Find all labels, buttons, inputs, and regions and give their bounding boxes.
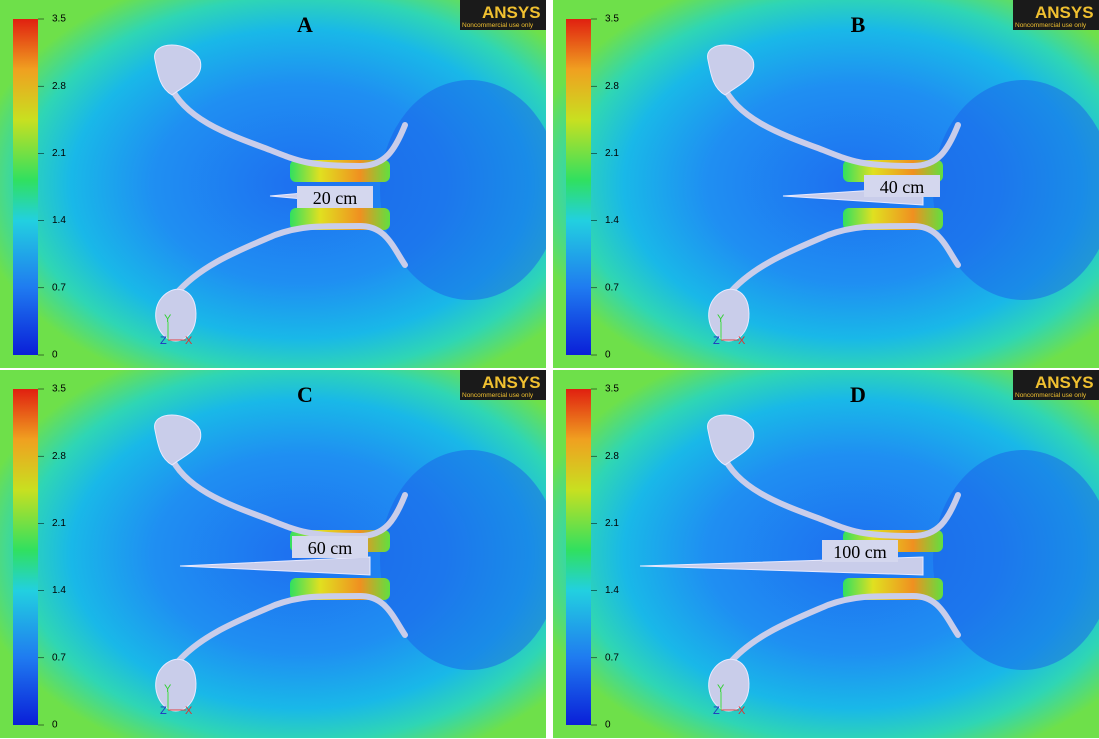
logo-brand: ANSYS <box>482 3 541 22</box>
colorbar-tick-label: 2.1 <box>52 148 66 159</box>
length-label: 20 cm <box>313 188 358 208</box>
logo-note: Noncommercial use only <box>1015 392 1087 399</box>
logo-note: Noncommercial use only <box>462 22 534 29</box>
colorbar-tick-label: 2.8 <box>605 81 619 92</box>
colorbar-tick-label: 3.5 <box>52 14 66 25</box>
colorbar <box>566 389 591 725</box>
panel: 20 cm A 0 0.7 1.4 2.1 2.8 3.5 ANSYSNoncommercial… <box>0 0 560 368</box>
logo-note: Noncommercial use only <box>1015 22 1087 29</box>
colorbar <box>13 19 38 355</box>
triad-z: Z <box>160 335 167 347</box>
colorbar-tick-label: 3.5 <box>52 384 66 395</box>
length-label: 60 cm <box>308 538 353 558</box>
triad-x: X <box>738 705 746 717</box>
triad-z: Z <box>160 705 167 717</box>
panel-label: D <box>850 382 866 407</box>
colorbar-tick-label: 0.7 <box>605 282 619 293</box>
colorbar-tick-label: 1.4 <box>605 585 619 596</box>
colorbar-tick-label: 2.8 <box>52 451 66 462</box>
logo-brand: ANSYS <box>1035 3 1094 22</box>
lip-lower <box>709 289 749 341</box>
triad-y: Y <box>717 683 725 695</box>
triad-x: X <box>738 335 746 347</box>
colorbar <box>13 389 38 725</box>
colorbar-tick-label: 0.7 <box>52 282 66 293</box>
lip-lower <box>156 289 196 341</box>
panel-label: B <box>851 12 866 37</box>
triad-x: X <box>185 335 193 347</box>
colorbar-tick-label: 1.4 <box>52 215 66 226</box>
colorbar-tick-label: 0 <box>52 720 58 731</box>
colorbar-tick-label: 2.1 <box>52 518 66 529</box>
panel-label: C <box>297 382 313 407</box>
colorbar-tick-label: 0.7 <box>52 652 66 663</box>
colorbar-tick-label: 3.5 <box>605 14 619 25</box>
panel-label: A <box>297 12 313 37</box>
colorbar-tick-label: 2.1 <box>605 518 619 529</box>
colorbar-tick-label: 0 <box>605 350 611 361</box>
logo-brand: ANSYS <box>1035 373 1094 392</box>
panel: 100 cm D 0 0.7 1.4 2.1 2.8 3.5 ANSYSNoncommercia… <box>553 370 1099 738</box>
colorbar-tick-label: 2.1 <box>605 148 619 159</box>
colorbar-tick-label: 0 <box>605 720 611 731</box>
triad-x: X <box>185 705 193 717</box>
colorbar-tick-label: 0 <box>52 350 58 361</box>
logo-note: Noncommercial use only <box>462 392 534 399</box>
colorbar-tick-label: 2.8 <box>605 451 619 462</box>
colorbar-tick-label: 3.5 <box>605 384 619 395</box>
panel: 60 cm C 0 0.7 1.4 2.1 2.8 3.5 ANSYSNoncommercial… <box>0 370 560 738</box>
colorbar <box>566 19 591 355</box>
colorbar-tick-label: 0.7 <box>605 652 619 663</box>
length-label: 40 cm <box>880 177 925 197</box>
lip-lower <box>156 659 196 711</box>
colorbar-tick-label: 2.8 <box>52 81 66 92</box>
panel: 40 cm B 0 0.7 1.4 2.1 2.8 3.5 ANSYSNoncommercial… <box>553 0 1099 368</box>
triad-y: Y <box>717 313 725 325</box>
length-label: 100 cm <box>833 542 887 562</box>
colorbar-tick-label: 1.4 <box>605 215 619 226</box>
triad-y: Y <box>164 683 172 695</box>
colorbar-tick-label: 1.4 <box>52 585 66 596</box>
logo-brand: ANSYS <box>482 373 541 392</box>
lip-lower <box>709 659 749 711</box>
triad-z: Z <box>713 705 720 717</box>
triad-z: Z <box>713 335 720 347</box>
triad-y: Y <box>164 313 172 325</box>
figure: 20 cmA00.71.42.12.83.5ANSYSNoncommercial… <box>0 0 1099 739</box>
